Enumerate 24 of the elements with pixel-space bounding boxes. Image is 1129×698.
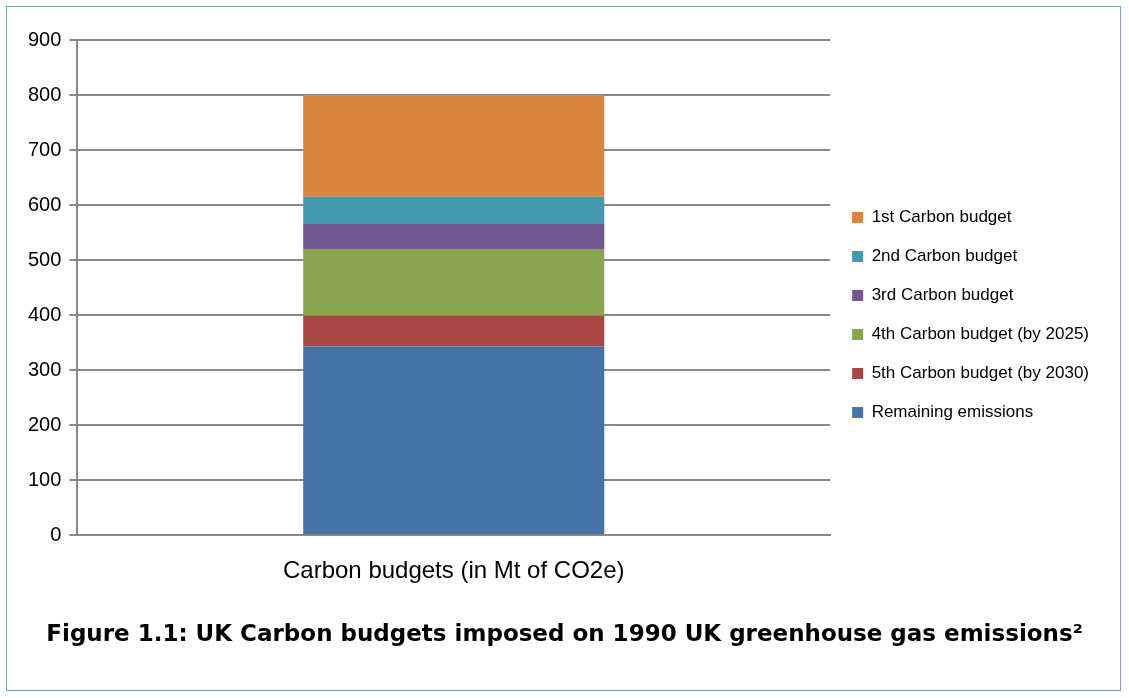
x-tick-label: Carbon budgets (in Mt of CO2e) — [283, 556, 625, 584]
y-tick-label: 100 — [27, 467, 62, 490]
y-tick-label: 200 — [27, 412, 62, 435]
y-tick-label: 600 — [27, 192, 62, 215]
legend-label: Remaining emissions — [871, 402, 1034, 422]
legend-label: 5th Carbon budget (by 2030) — [871, 363, 1089, 383]
y-tick-label: 300 — [27, 357, 62, 380]
y-tick-label: 900 — [27, 27, 62, 50]
y-tick-label: 0 — [50, 522, 62, 545]
legend-label: 1st Carbon budget — [871, 207, 1012, 227]
bar — [303, 249, 605, 316]
bar — [303, 196, 605, 224]
legend-label: 2nd Carbon budget — [871, 246, 1018, 266]
bar — [303, 346, 605, 535]
legend-label: 3rd Carbon budget — [871, 285, 1014, 305]
legend-label: 4th Carbon budget (by 2025) — [871, 324, 1089, 344]
y-tick-label: 500 — [27, 247, 62, 270]
caption: Figure 1.1: UK Carbon budgets imposed on 1990 UK greenhouse gas emissions² — [45, 620, 1084, 646]
y-tick-label: 400 — [27, 302, 62, 325]
bar — [303, 315, 605, 347]
y-tick-label: 700 — [27, 137, 62, 160]
bar — [303, 95, 605, 197]
y-tick-label: 800 — [27, 82, 62, 105]
bar — [303, 223, 605, 250]
